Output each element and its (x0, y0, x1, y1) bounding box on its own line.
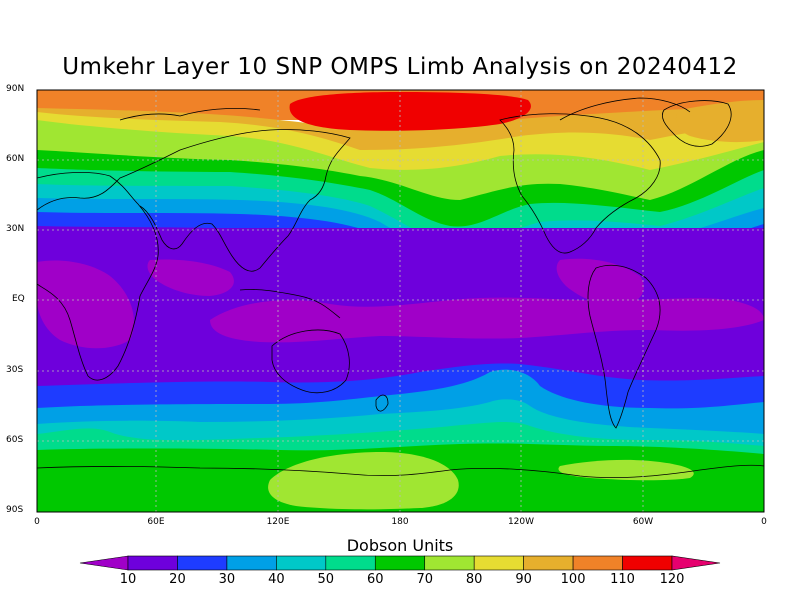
colorbar-level-label: 50 (317, 572, 335, 587)
colorbar-level-label: 60 (366, 572, 384, 587)
colorbar-swatch (424, 555, 475, 571)
x-tick-label: 0 (34, 517, 40, 527)
x-tick-label: 60E (147, 517, 165, 527)
x-tick-label: 60W (632, 517, 654, 527)
colorbar-level-label: 20 (169, 572, 186, 587)
colorbar-level-label: 40 (268, 572, 285, 587)
plot-frame (36, 89, 765, 513)
colorbar (79, 555, 721, 571)
x-tick-label: 180 (391, 517, 409, 527)
y-tick-label: EQ (12, 294, 25, 304)
y-tick-label: 60S (6, 435, 24, 445)
arctic-gold-right (675, 100, 764, 143)
colorbar-swatch (523, 555, 574, 571)
x-tick-label: 120W (507, 517, 535, 527)
purple-patch-africa (37, 260, 134, 349)
colorbar-swatch (325, 555, 376, 571)
colorbar-swatch (572, 555, 623, 571)
x-tick-label: 120E (266, 517, 290, 527)
colorbar-swatch (127, 555, 178, 571)
antarctic-lime (268, 452, 459, 510)
colorbar-swatch (671, 555, 721, 571)
colorbar-level-label: 100 (560, 572, 586, 587)
colorbar-swatch (374, 555, 426, 571)
x-tick-label: 0 (761, 517, 767, 527)
colorbar-swatch (622, 555, 673, 571)
purple-patch-america (556, 258, 644, 306)
contour-field (37, 90, 764, 512)
map-title: Umkehr Layer 10 SNP OMPS Limb Analysis o… (62, 54, 738, 80)
colorbar-level-label: 110 (610, 572, 635, 587)
colorbar-swatch (177, 555, 228, 571)
y-tick-label: 60N (6, 154, 25, 164)
y-tick-label: 90S (6, 505, 24, 515)
colorbar-swatch (226, 555, 277, 571)
purple-patch-indian (147, 259, 234, 296)
colorbar-level-label: 80 (465, 572, 483, 587)
colorbar-level-label: 70 (416, 572, 433, 587)
y-tick-label: 30S (6, 365, 24, 375)
arctic-red-core (289, 92, 531, 131)
colorbar-swatch (276, 555, 327, 571)
colorbar-level-label: 10 (119, 572, 137, 587)
colorbar-level-label: 90 (515, 572, 532, 587)
y-tick-label: 30N (6, 224, 25, 234)
colorbar-level-label: 30 (218, 572, 236, 587)
colorbar-level-label: 120 (659, 572, 685, 587)
purple-patch-pacific (210, 297, 764, 343)
colorbar-swatch (473, 555, 524, 571)
colorbar-swatch (79, 555, 129, 571)
colorbar-title: Dobson Units (346, 536, 454, 555)
y-tick-label: 90N (6, 84, 25, 94)
gridlines (37, 90, 764, 512)
